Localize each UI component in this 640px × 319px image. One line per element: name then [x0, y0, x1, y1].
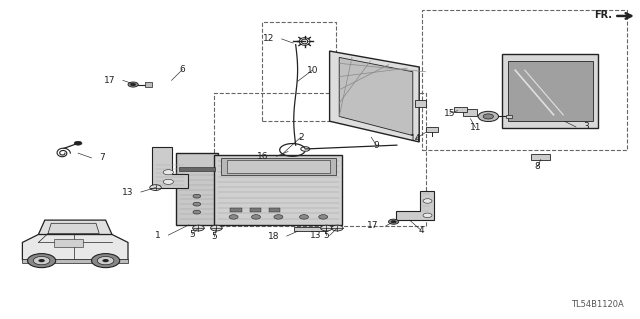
Text: 9: 9: [374, 141, 379, 150]
Text: 14: 14: [410, 134, 422, 143]
Circle shape: [193, 225, 204, 231]
Text: 4: 4: [419, 226, 424, 235]
Polygon shape: [330, 51, 419, 142]
Circle shape: [252, 215, 260, 219]
Text: 5: 5: [189, 230, 195, 239]
Text: 17: 17: [104, 76, 115, 85]
Text: 16: 16: [257, 152, 269, 161]
Circle shape: [391, 220, 396, 223]
Bar: [230, 208, 242, 212]
Bar: [269, 208, 280, 212]
Circle shape: [163, 179, 173, 184]
Circle shape: [193, 194, 201, 198]
Polygon shape: [48, 223, 99, 234]
Text: 12: 12: [262, 34, 274, 43]
Bar: [250, 208, 261, 212]
Polygon shape: [396, 191, 434, 220]
Text: 13: 13: [122, 188, 133, 197]
Bar: [508, 61, 593, 121]
Bar: [176, 153, 218, 225]
Bar: [145, 82, 152, 87]
Bar: [22, 259, 128, 263]
Circle shape: [74, 141, 82, 145]
Circle shape: [388, 219, 399, 224]
Circle shape: [211, 225, 222, 231]
Text: 6: 6: [180, 65, 185, 74]
Bar: [531, 154, 550, 160]
Text: 8: 8: [535, 162, 540, 171]
Bar: [214, 155, 342, 225]
Circle shape: [332, 225, 343, 231]
Circle shape: [229, 215, 238, 219]
Text: 5: 5: [324, 231, 329, 240]
Bar: [54, 239, 83, 247]
Bar: [179, 167, 215, 171]
Circle shape: [33, 256, 50, 265]
Bar: [463, 109, 477, 116]
Bar: [426, 127, 438, 132]
Polygon shape: [152, 147, 188, 188]
Text: 7: 7: [99, 153, 105, 162]
Circle shape: [483, 114, 493, 119]
Circle shape: [300, 215, 308, 219]
Circle shape: [28, 254, 56, 268]
Circle shape: [163, 170, 173, 175]
Polygon shape: [38, 220, 112, 234]
Circle shape: [193, 210, 201, 214]
Circle shape: [478, 111, 499, 122]
Circle shape: [128, 82, 138, 87]
Circle shape: [131, 83, 136, 86]
Circle shape: [423, 213, 432, 218]
Text: 3: 3: [584, 122, 589, 131]
Text: 17: 17: [367, 221, 378, 230]
Bar: [454, 107, 467, 112]
Text: 2: 2: [298, 133, 303, 142]
Text: 15: 15: [444, 109, 456, 118]
Circle shape: [319, 215, 328, 219]
Bar: [422, 10, 627, 150]
Polygon shape: [339, 57, 413, 136]
Circle shape: [193, 202, 201, 206]
Circle shape: [423, 199, 432, 203]
Text: TL54B1120A: TL54B1120A: [572, 300, 624, 309]
Polygon shape: [22, 234, 128, 260]
Circle shape: [321, 225, 332, 231]
Bar: [262, 22, 336, 121]
Circle shape: [97, 256, 114, 265]
Text: 13: 13: [310, 231, 322, 240]
Bar: [415, 100, 426, 107]
Circle shape: [274, 215, 283, 219]
Text: 10: 10: [307, 66, 318, 75]
Bar: [294, 227, 325, 231]
Text: 1: 1: [155, 231, 161, 240]
Bar: [221, 158, 336, 175]
Circle shape: [38, 259, 45, 262]
Bar: [227, 160, 330, 173]
Circle shape: [150, 185, 161, 190]
Circle shape: [92, 254, 120, 268]
Bar: [502, 54, 598, 128]
Circle shape: [102, 259, 109, 262]
Text: 5: 5: [212, 232, 217, 241]
Text: 11: 11: [470, 123, 481, 132]
Text: FR.: FR.: [595, 10, 612, 20]
Bar: [214, 93, 426, 226]
Bar: [506, 115, 512, 118]
Text: 18: 18: [268, 232, 279, 241]
